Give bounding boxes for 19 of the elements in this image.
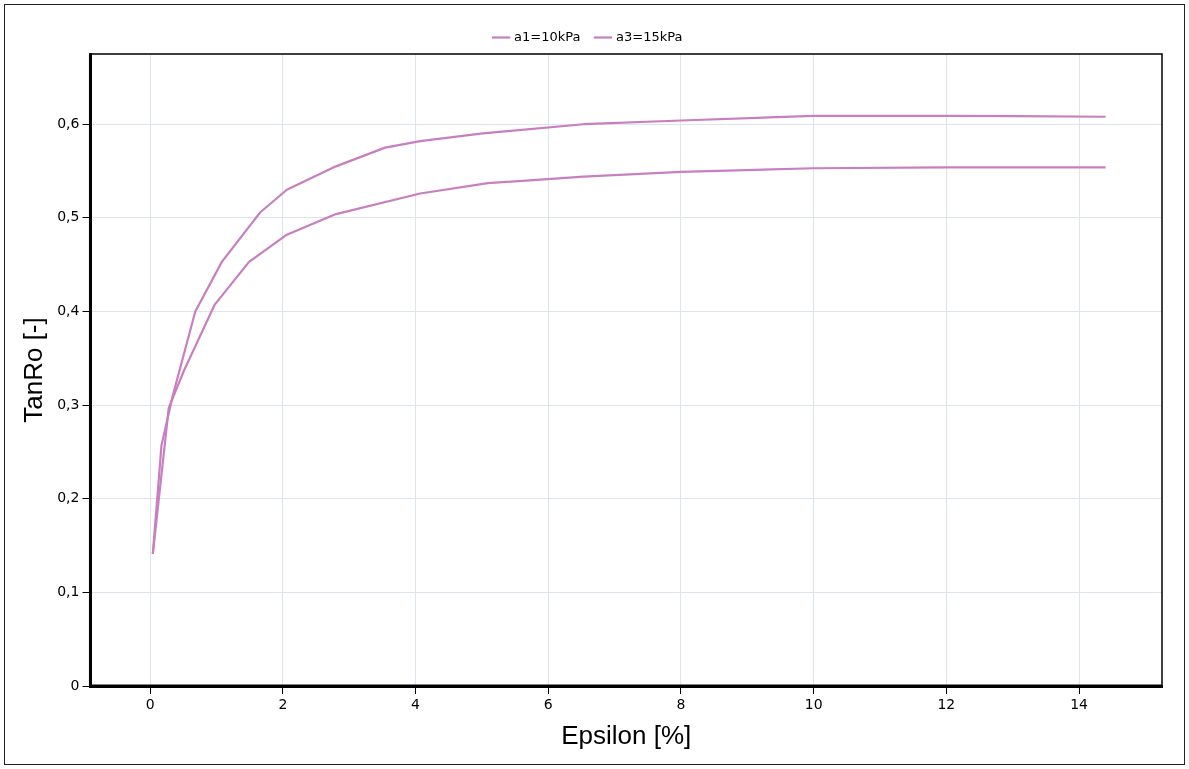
x-tick-label: 10 — [804, 696, 823, 713]
legend-label: a1=10kPa — [514, 28, 581, 44]
y-tick-label: 0,6 — [57, 114, 80, 131]
y-tick-label: 0,3 — [57, 395, 80, 412]
y-tick-label: 0 — [70, 676, 80, 693]
y-axis-title: TanRo [-] — [17, 317, 48, 423]
y-tick-label: 0,2 — [57, 489, 80, 506]
x-tick-label: 0 — [145, 696, 155, 713]
x-tick-label: 14 — [1070, 696, 1089, 713]
x-tick-label: 6 — [543, 696, 553, 713]
x-axis-title: Epsilon [%] — [561, 719, 692, 750]
legend-label: a3=15kPa — [616, 28, 683, 44]
x-tick-label: 4 — [411, 696, 421, 713]
x-tick-label: 12 — [937, 696, 956, 713]
x-tick-label: 8 — [676, 696, 686, 713]
x-tick-label: 2 — [278, 696, 288, 713]
y-tick-label: 0,5 — [57, 208, 80, 225]
y-tick-label: 0,4 — [57, 302, 80, 319]
y-tick-label: 0,1 — [57, 583, 80, 600]
